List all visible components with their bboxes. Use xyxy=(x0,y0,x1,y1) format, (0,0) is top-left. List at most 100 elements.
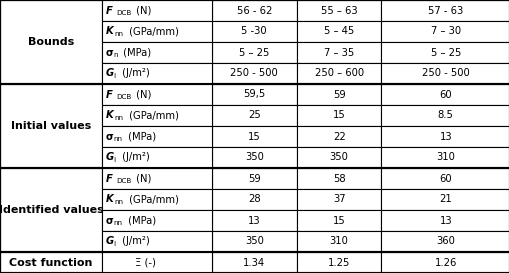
Text: 60: 60 xyxy=(439,174,451,183)
Bar xyxy=(0,63,102,84)
Bar xyxy=(102,210,211,231)
Bar xyxy=(102,63,211,84)
Text: (J/m²): (J/m²) xyxy=(119,236,149,247)
Bar xyxy=(381,42,509,63)
Text: 250 - 500: 250 - 500 xyxy=(421,69,469,79)
Text: 5 – 25: 5 – 25 xyxy=(430,48,460,58)
Text: DCB: DCB xyxy=(116,178,131,184)
Bar xyxy=(381,0,509,21)
Text: σ: σ xyxy=(106,132,114,141)
Bar xyxy=(0,0,102,84)
Text: 15: 15 xyxy=(247,132,260,141)
Text: nn: nn xyxy=(115,31,124,37)
Text: 360: 360 xyxy=(435,236,455,247)
Text: 13: 13 xyxy=(439,215,451,225)
Text: (MPa): (MPa) xyxy=(120,48,151,58)
Text: K: K xyxy=(106,111,114,120)
Text: Cost function: Cost function xyxy=(9,257,93,268)
Bar xyxy=(211,105,296,126)
Text: 1.34: 1.34 xyxy=(243,257,265,268)
Text: 5 – 25: 5 – 25 xyxy=(239,48,269,58)
Bar xyxy=(211,126,296,147)
Bar xyxy=(102,252,211,273)
Bar xyxy=(0,42,102,63)
Text: (N): (N) xyxy=(132,174,151,183)
Bar xyxy=(102,252,211,273)
Text: 58: 58 xyxy=(332,174,345,183)
Text: 56 - 62: 56 - 62 xyxy=(236,5,271,16)
Text: 59: 59 xyxy=(247,174,260,183)
Bar xyxy=(102,147,211,168)
Bar xyxy=(381,126,509,147)
Bar xyxy=(296,126,381,147)
Bar xyxy=(381,189,509,210)
Bar xyxy=(0,252,102,273)
Bar xyxy=(296,210,381,231)
Bar xyxy=(0,21,102,42)
Text: 7 – 35: 7 – 35 xyxy=(323,48,354,58)
Text: K: K xyxy=(106,194,114,204)
Bar xyxy=(0,252,102,273)
Text: 350: 350 xyxy=(329,153,348,162)
Bar xyxy=(0,84,102,105)
Text: 250 – 600: 250 – 600 xyxy=(314,69,363,79)
Text: 310: 310 xyxy=(435,153,455,162)
Text: 21: 21 xyxy=(439,194,451,204)
Text: DCB: DCB xyxy=(116,10,131,16)
Bar xyxy=(102,21,211,42)
Bar xyxy=(211,231,296,252)
Bar xyxy=(0,84,102,168)
Text: nn: nn xyxy=(114,136,123,142)
Bar xyxy=(211,168,296,189)
Bar xyxy=(102,147,211,168)
Bar xyxy=(102,63,211,84)
Bar xyxy=(211,63,296,84)
Text: 250 - 500: 250 - 500 xyxy=(230,69,277,79)
Bar xyxy=(102,189,211,210)
Bar xyxy=(381,147,509,168)
Text: F: F xyxy=(106,174,112,183)
Text: (GPa/mm): (GPa/mm) xyxy=(126,111,179,120)
Text: 59,5: 59,5 xyxy=(243,90,265,99)
Bar xyxy=(0,105,102,126)
Bar xyxy=(0,231,102,252)
Text: 13: 13 xyxy=(247,215,260,225)
Text: σ: σ xyxy=(106,48,114,58)
Bar xyxy=(296,189,381,210)
Text: 13: 13 xyxy=(439,132,451,141)
Bar xyxy=(296,42,381,63)
Text: 1.25: 1.25 xyxy=(327,257,350,268)
Text: n: n xyxy=(114,52,118,58)
Bar xyxy=(211,252,296,273)
Text: (MPa): (MPa) xyxy=(125,215,156,225)
Bar xyxy=(102,42,211,63)
Text: (N): (N) xyxy=(132,5,151,16)
Bar xyxy=(381,84,509,105)
Text: I: I xyxy=(114,157,116,163)
Bar xyxy=(211,0,296,21)
Text: G: G xyxy=(106,153,114,162)
Bar xyxy=(296,0,381,21)
Text: G: G xyxy=(106,69,114,79)
Text: 1.26: 1.26 xyxy=(434,257,456,268)
Bar xyxy=(211,84,296,105)
Bar xyxy=(102,21,211,42)
Bar xyxy=(296,147,381,168)
Bar xyxy=(102,168,211,189)
Text: F: F xyxy=(106,5,112,16)
Text: 28: 28 xyxy=(247,194,260,204)
Bar xyxy=(102,105,211,126)
Text: I: I xyxy=(114,73,116,79)
Bar xyxy=(102,42,211,63)
Bar xyxy=(381,231,509,252)
Text: 25: 25 xyxy=(247,111,260,120)
Text: 59: 59 xyxy=(332,90,345,99)
Text: 5 – 45: 5 – 45 xyxy=(323,26,354,37)
Text: 60: 60 xyxy=(439,90,451,99)
Text: DCB: DCB xyxy=(116,94,131,100)
Text: (J/m²): (J/m²) xyxy=(119,69,149,79)
Bar xyxy=(296,21,381,42)
Text: (MPa): (MPa) xyxy=(125,132,156,141)
Text: 310: 310 xyxy=(329,236,348,247)
Bar xyxy=(381,21,509,42)
